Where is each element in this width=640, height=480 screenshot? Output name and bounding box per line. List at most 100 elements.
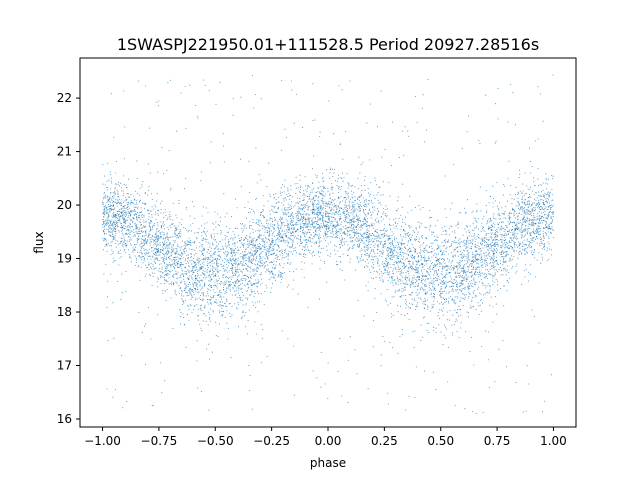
- data-point: [492, 255, 494, 257]
- data-point: [365, 237, 367, 239]
- data-point: [474, 269, 476, 271]
- data-point: [161, 231, 163, 233]
- data-point: [141, 183, 143, 185]
- data-point: [528, 200, 530, 203]
- data-point: [325, 201, 327, 203]
- data-point: [398, 289, 400, 291]
- data-point: [227, 259, 229, 261]
- data-point: [529, 189, 531, 191]
- data-point: [417, 240, 420, 242]
- data-point: [137, 230, 139, 232]
- data-point: [259, 252, 261, 254]
- data-point: [473, 273, 475, 276]
- data-point: [201, 259, 203, 261]
- data-point: [371, 249, 373, 251]
- data-point: [345, 228, 347, 230]
- data-point: [381, 220, 383, 222]
- data-point: [444, 230, 446, 232]
- data-point: [355, 215, 357, 217]
- data-point: [209, 259, 211, 261]
- data-point: [418, 279, 420, 281]
- data-point: [468, 291, 470, 293]
- data-point: [398, 270, 400, 272]
- data-point: [181, 218, 183, 220]
- data-point: [424, 299, 426, 301]
- data-point: [212, 272, 214, 274]
- data-point: [532, 190, 534, 192]
- data-point: [134, 248, 136, 250]
- data-point: [421, 250, 423, 252]
- data-point: [481, 222, 483, 224]
- data-point: [284, 233, 286, 235]
- data-point: [518, 241, 520, 243]
- data-point: [225, 289, 227, 291]
- data-point: [340, 195, 342, 197]
- data-point: [184, 188, 186, 190]
- data-point: [329, 212, 331, 214]
- data-point: [275, 264, 277, 266]
- data-point: [467, 276, 469, 278]
- data-point: [509, 211, 511, 213]
- data-point: [490, 233, 492, 235]
- data-point: [253, 296, 255, 298]
- data-point: [420, 264, 422, 266]
- data-point: [181, 262, 183, 264]
- data-point: [451, 240, 453, 243]
- data-point: [188, 308, 190, 310]
- data-point: [201, 286, 203, 288]
- data-point: [276, 202, 278, 204]
- data-point: [229, 276, 231, 278]
- data-point: [172, 282, 175, 284]
- data-point: [313, 188, 315, 190]
- data-point: [162, 289, 164, 292]
- data-point: [427, 291, 429, 293]
- data-point: [314, 209, 316, 211]
- data-point: [538, 230, 540, 233]
- data-point: [466, 239, 468, 241]
- data-point: [518, 244, 521, 246]
- data-point: [433, 330, 435, 332]
- data-point: [174, 273, 176, 276]
- data-point: [258, 233, 260, 235]
- data-point: [464, 228, 466, 230]
- data-point: [197, 280, 199, 282]
- data-point: [323, 260, 326, 263]
- data-point: [412, 261, 414, 263]
- data-point: [208, 358, 211, 360]
- data-point: [435, 264, 437, 267]
- data-point: [227, 265, 229, 267]
- data-point: [379, 201, 381, 203]
- data-point: [126, 187, 128, 189]
- data-point: [114, 217, 117, 219]
- data-point: [109, 220, 111, 222]
- data-point: [289, 222, 291, 224]
- data-point: [470, 283, 472, 285]
- data-point: [387, 280, 389, 282]
- data-point: [184, 242, 186, 244]
- data-point: [319, 219, 321, 221]
- data-point: [401, 280, 403, 282]
- data-point: [533, 215, 535, 217]
- data-point: [473, 233, 475, 235]
- data-point: [326, 215, 329, 217]
- data-point: [364, 222, 366, 224]
- data-point: [423, 241, 425, 244]
- data-point: [177, 271, 179, 273]
- data-point: [148, 248, 150, 250]
- data-point: [524, 193, 526, 195]
- data-point: [195, 247, 198, 249]
- data-point: [329, 203, 331, 205]
- data-point: [539, 199, 541, 201]
- data-point: [150, 262, 152, 264]
- data-point: [133, 195, 135, 197]
- data-point: [177, 236, 179, 238]
- data-point: [255, 260, 257, 262]
- data-point: [401, 238, 403, 240]
- data-point: [249, 266, 251, 268]
- data-point: [386, 265, 388, 267]
- data-point: [126, 233, 128, 235]
- data-point: [103, 191, 106, 194]
- data-point: [416, 289, 419, 291]
- data-point: [403, 290, 405, 292]
- data-point: [235, 270, 237, 272]
